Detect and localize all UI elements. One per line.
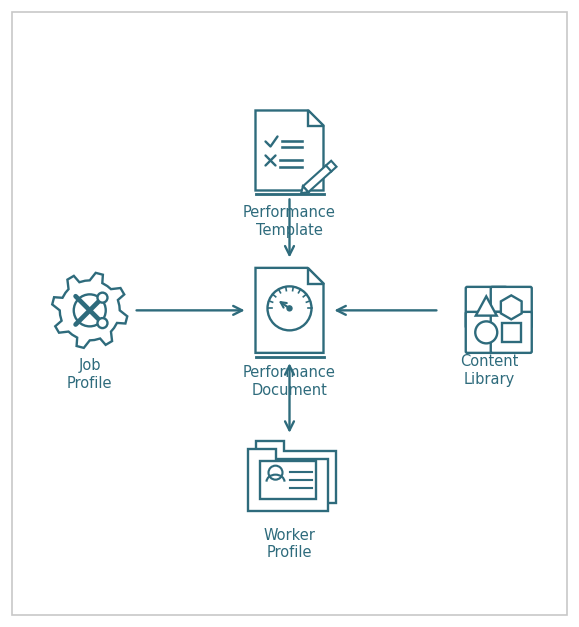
Text: Job
Profile: Job Profile [67, 359, 112, 391]
Polygon shape [247, 449, 328, 510]
FancyBboxPatch shape [491, 287, 532, 328]
Polygon shape [476, 297, 497, 315]
Polygon shape [52, 273, 127, 348]
Text: Worker
Profile: Worker Profile [263, 528, 316, 560]
Text: Performance
Document: Performance Document [243, 366, 336, 398]
FancyArrowPatch shape [137, 306, 242, 315]
Text: Content
Library: Content Library [460, 354, 518, 387]
Polygon shape [307, 110, 324, 127]
Text: Performance
Template: Performance Template [243, 206, 336, 238]
FancyArrowPatch shape [337, 306, 437, 315]
Circle shape [287, 306, 292, 311]
FancyBboxPatch shape [491, 312, 532, 353]
Bar [502, 323, 521, 342]
FancyBboxPatch shape [466, 287, 507, 328]
Bar [259, 461, 316, 498]
Polygon shape [255, 110, 324, 191]
Polygon shape [255, 441, 335, 503]
FancyArrowPatch shape [285, 199, 294, 255]
Circle shape [97, 293, 108, 303]
Circle shape [269, 466, 283, 480]
FancyBboxPatch shape [466, 312, 507, 353]
Circle shape [475, 322, 497, 344]
Circle shape [97, 318, 108, 328]
Polygon shape [303, 161, 336, 192]
Polygon shape [307, 268, 324, 284]
FancyArrowPatch shape [285, 366, 294, 430]
Polygon shape [255, 268, 324, 353]
Polygon shape [501, 295, 522, 319]
Polygon shape [301, 186, 308, 193]
Circle shape [74, 294, 106, 327]
